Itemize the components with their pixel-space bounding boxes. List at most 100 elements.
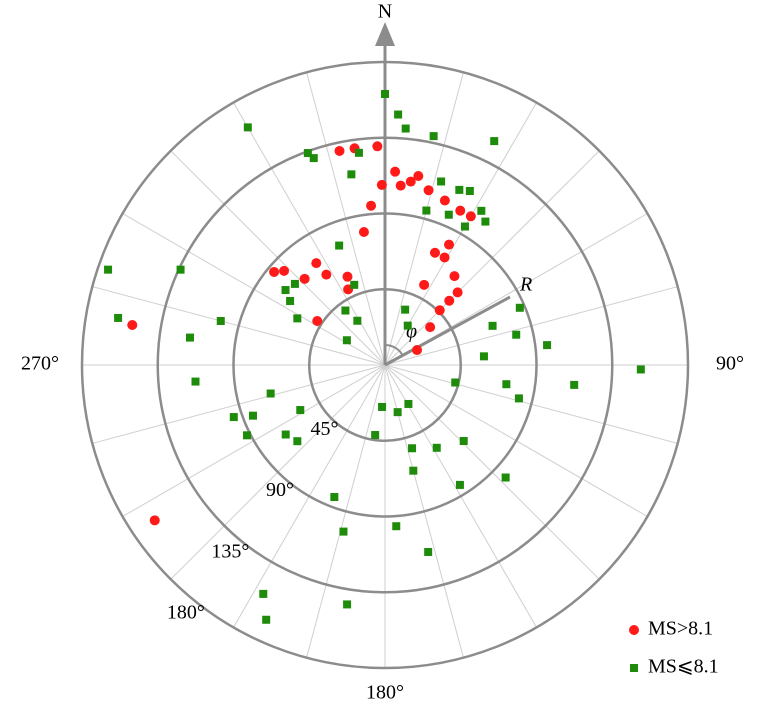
point xyxy=(425,322,436,333)
point xyxy=(378,402,387,411)
point xyxy=(334,145,345,156)
point xyxy=(424,547,433,556)
point xyxy=(449,271,460,282)
point xyxy=(479,352,488,361)
point xyxy=(104,265,113,274)
point xyxy=(185,333,194,342)
point xyxy=(452,287,463,298)
point xyxy=(437,177,446,186)
point xyxy=(248,411,257,420)
phi-arc xyxy=(384,343,404,357)
point xyxy=(149,515,160,526)
point xyxy=(311,258,322,269)
point xyxy=(243,123,252,132)
point xyxy=(376,179,387,190)
point xyxy=(451,378,460,387)
point xyxy=(404,399,413,408)
point xyxy=(262,615,271,624)
point xyxy=(405,176,416,187)
point xyxy=(216,316,225,325)
legend-label: MS>8.1 xyxy=(648,618,713,640)
r-tick-label: 135° xyxy=(211,540,249,562)
north-arrow xyxy=(375,22,395,46)
point xyxy=(296,406,305,415)
point xyxy=(392,522,401,531)
point xyxy=(401,124,410,133)
point xyxy=(243,431,252,440)
point xyxy=(490,137,499,146)
point xyxy=(293,314,302,323)
point xyxy=(409,466,418,475)
point xyxy=(636,365,645,374)
r-label: R xyxy=(519,274,532,296)
point xyxy=(403,321,412,330)
point xyxy=(266,389,275,398)
point xyxy=(321,269,332,280)
point xyxy=(408,444,417,453)
point xyxy=(412,345,423,356)
point xyxy=(512,330,521,339)
point xyxy=(395,180,406,191)
point xyxy=(413,171,424,182)
point xyxy=(394,110,403,119)
point xyxy=(429,132,438,141)
point xyxy=(460,222,469,231)
point xyxy=(293,437,302,446)
point xyxy=(358,226,369,237)
theta-tick-label: 180° xyxy=(366,682,404,704)
point xyxy=(429,247,440,258)
point xyxy=(481,217,490,226)
legend-marker xyxy=(629,625,639,635)
point xyxy=(354,148,363,157)
point xyxy=(342,271,353,282)
point xyxy=(259,589,268,598)
point xyxy=(444,210,453,219)
point xyxy=(335,241,344,250)
point xyxy=(465,187,474,196)
point xyxy=(330,493,339,502)
r-tick-label: 90° xyxy=(266,479,294,501)
point xyxy=(501,473,510,482)
point xyxy=(439,252,450,263)
legend-marker xyxy=(630,664,638,672)
theta-tick-label: 270° xyxy=(21,353,59,375)
point xyxy=(290,279,299,288)
point xyxy=(342,336,351,345)
point xyxy=(422,206,431,215)
point xyxy=(341,306,350,315)
point xyxy=(393,408,402,417)
r-tick-label: 180° xyxy=(167,602,205,624)
point xyxy=(477,206,486,215)
point xyxy=(444,295,455,306)
point xyxy=(455,185,464,194)
point xyxy=(339,527,348,536)
point xyxy=(390,166,401,177)
point xyxy=(515,303,524,312)
point xyxy=(455,480,464,489)
point xyxy=(127,319,138,330)
theta-tick-label: 90° xyxy=(716,353,744,375)
point xyxy=(465,211,476,222)
r-indicator xyxy=(384,295,511,367)
point xyxy=(455,205,466,216)
phi-label: φ xyxy=(406,321,417,343)
point xyxy=(281,430,290,439)
point xyxy=(434,305,445,316)
point xyxy=(514,394,523,403)
legend-label: MS⩽8.1 xyxy=(648,656,719,678)
point xyxy=(432,443,441,452)
point xyxy=(303,149,312,158)
point xyxy=(371,431,380,440)
point xyxy=(114,313,123,322)
point xyxy=(381,89,389,98)
point xyxy=(309,154,318,163)
point xyxy=(372,141,383,152)
point xyxy=(347,170,356,179)
point xyxy=(502,380,511,389)
point xyxy=(401,305,410,314)
point xyxy=(570,380,579,389)
point xyxy=(444,239,455,250)
theta-tick-label: N xyxy=(378,1,392,23)
point xyxy=(269,266,280,277)
